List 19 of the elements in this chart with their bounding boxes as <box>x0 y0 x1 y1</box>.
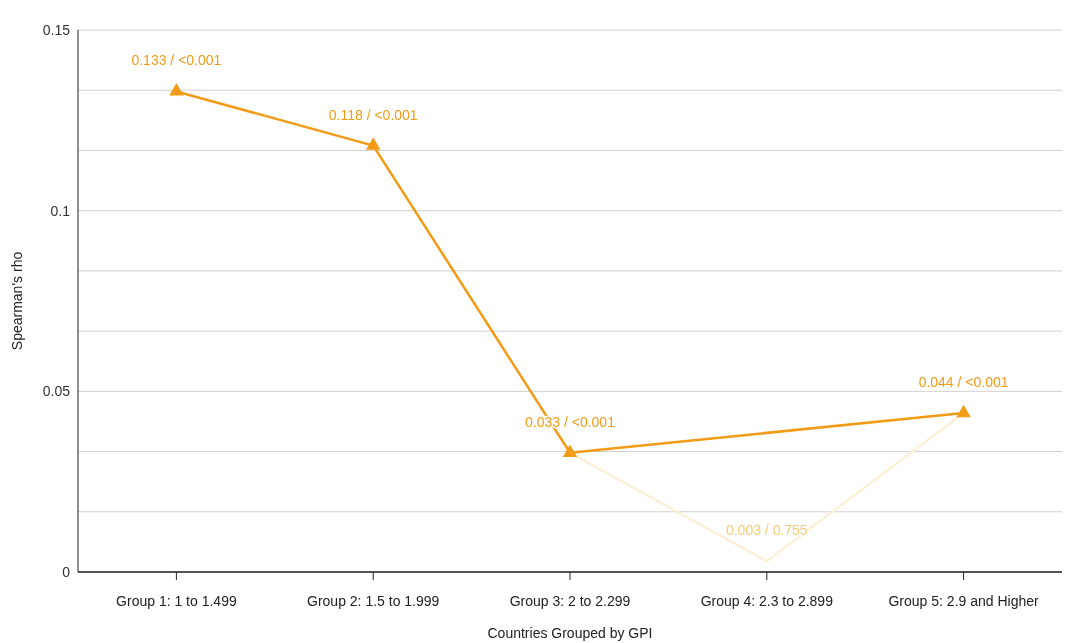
y-tick-label: 0.05 <box>42 383 71 400</box>
data-label: 0.003 / 0.755 <box>725 522 808 539</box>
y-tick-label: 0.15 <box>42 22 71 38</box>
point <box>169 83 184 96</box>
x-tick-label: Group 3: 2 to 2.299 <box>509 593 631 609</box>
x-tick-label: Group 1: 1 to 1.499 <box>116 593 237 609</box>
x-tick-label: Group 4: 2.3 to 2.899 <box>700 593 834 609</box>
y-tick-label: 0 <box>62 564 71 580</box>
point <box>956 404 971 418</box>
point <box>365 137 381 150</box>
y-axis-title: Spearman's rho <box>9 251 25 351</box>
x-axis-title: Countries Grouped by GPI <box>487 625 653 641</box>
data-label: 0.044 / <0.001 <box>918 374 1009 391</box>
y-tick-label: 0.1 <box>50 202 71 219</box>
data-label: 0.133 / <0.001 <box>131 52 222 69</box>
x-tick-label: Group 5: 2.9 and Higher <box>888 593 1040 609</box>
data-label: 0.118 / <0.001 <box>328 106 418 123</box>
point <box>562 444 578 457</box>
x-tick-label: Group 2: 1.5 to 1.999 <box>307 593 440 609</box>
